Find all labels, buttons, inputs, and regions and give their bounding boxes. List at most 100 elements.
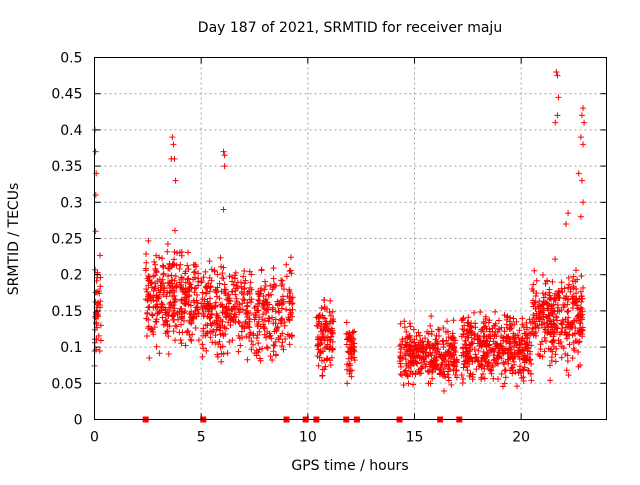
data-point — [533, 316, 540, 323]
data-point — [275, 334, 282, 341]
data-point — [230, 314, 237, 321]
data-point — [565, 307, 572, 314]
data-point — [532, 293, 539, 300]
data-point — [174, 249, 181, 256]
data-point — [559, 288, 566, 295]
data-point — [165, 272, 172, 279]
data-point — [476, 361, 483, 368]
data-point — [405, 364, 412, 371]
data-point — [569, 305, 576, 312]
data-point — [219, 270, 226, 277]
data-point — [494, 360, 501, 367]
data-point — [150, 287, 157, 294]
data-point — [520, 323, 527, 330]
data-point — [94, 300, 101, 307]
data-point — [481, 357, 488, 364]
data-point — [481, 365, 488, 372]
y-tick-label: 0.3 — [60, 195, 82, 211]
data-point — [479, 362, 486, 369]
data-point — [406, 334, 413, 341]
data-point — [248, 296, 255, 303]
data-point — [264, 345, 271, 352]
data-point — [241, 297, 248, 304]
data-point — [220, 350, 227, 357]
data-point — [509, 364, 516, 371]
y-tick-label: 0.05 — [51, 376, 82, 392]
data-point — [505, 356, 512, 363]
data-point — [475, 347, 482, 354]
data-point — [404, 372, 411, 379]
data-point — [403, 328, 410, 335]
data-point — [254, 323, 261, 330]
data-point — [169, 261, 176, 268]
data-point — [262, 278, 269, 285]
data-point — [195, 270, 202, 277]
data-point — [239, 306, 246, 313]
data-point — [503, 316, 510, 323]
data-point — [556, 295, 563, 302]
data-point — [213, 317, 220, 324]
data-point — [577, 328, 584, 335]
data-point — [236, 335, 243, 342]
data-point — [158, 304, 165, 311]
data-point — [519, 346, 526, 353]
data-point — [256, 328, 263, 335]
data-point — [561, 285, 568, 292]
data-point — [415, 368, 422, 375]
data-point — [182, 268, 189, 275]
data-point — [164, 328, 171, 335]
data-point — [351, 357, 358, 364]
data-point — [516, 366, 523, 373]
data-point — [277, 317, 284, 324]
data-point — [259, 316, 266, 323]
data-point — [209, 339, 216, 346]
data-point — [445, 365, 452, 372]
data-point — [463, 344, 470, 351]
data-point — [326, 320, 333, 327]
data-point — [565, 314, 572, 321]
data-point — [270, 342, 277, 349]
data-point — [576, 306, 583, 313]
data-point — [431, 354, 438, 361]
data-point — [94, 288, 101, 295]
data-point — [323, 355, 330, 362]
data-point — [397, 360, 404, 367]
data-point — [460, 315, 467, 322]
data-point — [171, 256, 178, 263]
x-axis-title: GPS time / hours — [291, 458, 408, 474]
data-point — [92, 192, 99, 199]
data-point — [501, 367, 508, 374]
data-point — [435, 346, 442, 353]
data-point — [564, 352, 571, 359]
data-point — [207, 328, 214, 335]
data-point — [246, 324, 253, 331]
data-point — [537, 341, 544, 348]
data-point — [262, 296, 269, 303]
data-point — [177, 321, 184, 328]
data-point — [443, 337, 450, 344]
data-point — [453, 358, 460, 365]
data-point — [286, 341, 293, 348]
data-point — [270, 265, 277, 272]
data-point — [250, 330, 257, 337]
data-point — [344, 348, 351, 355]
data-point — [287, 311, 294, 318]
data-point — [160, 271, 167, 278]
data-point — [171, 292, 178, 299]
data-point — [471, 357, 478, 364]
data-point — [283, 273, 290, 280]
data-point — [234, 279, 241, 286]
data-point — [558, 354, 565, 361]
data-point — [195, 337, 202, 344]
data-point — [259, 345, 266, 352]
data-point — [464, 367, 471, 374]
data-point — [573, 338, 580, 345]
data-point — [572, 324, 579, 331]
data-point — [404, 373, 411, 380]
data-point — [507, 347, 514, 354]
data-point — [256, 346, 263, 353]
data-point — [193, 313, 200, 320]
data-point — [524, 334, 531, 341]
data-point — [433, 362, 440, 369]
data-point — [321, 297, 328, 304]
